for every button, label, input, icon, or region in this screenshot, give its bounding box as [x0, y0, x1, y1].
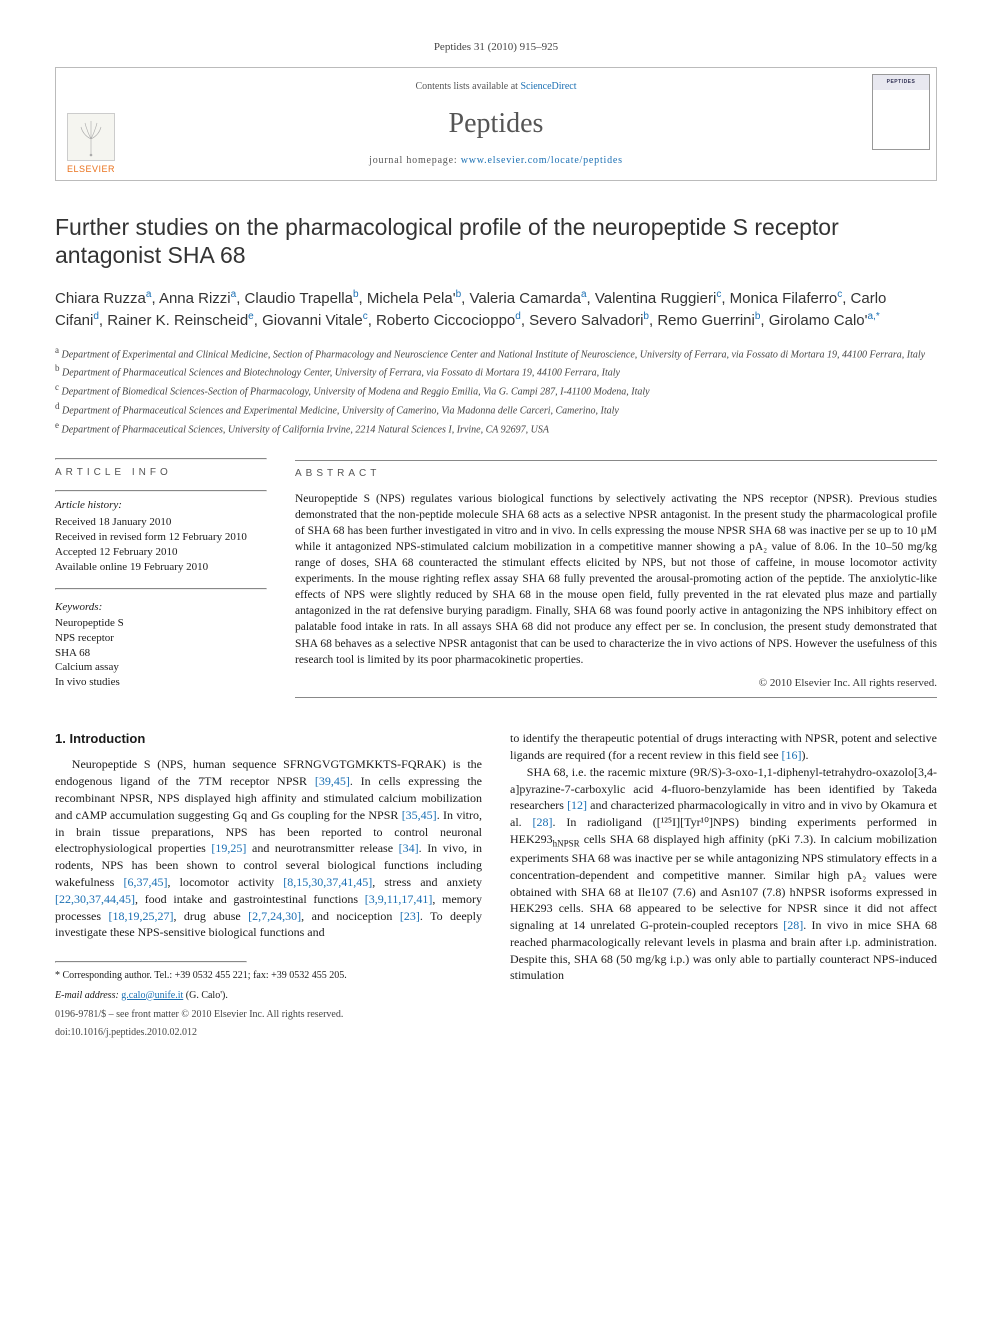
- publisher-logo: ELSEVIER: [56, 68, 126, 179]
- body-text: 1. Introduction Neuropeptide S (NPS, hum…: [55, 730, 937, 1040]
- email-link[interactable]: g.calo@unife.it: [121, 990, 183, 1001]
- article-info-head: ARTICLE INFO: [55, 466, 267, 480]
- history-label: Article history:: [55, 498, 267, 513]
- abstract-head: ABSTRACT: [295, 467, 937, 481]
- homepage-prefix: journal homepage:: [369, 155, 461, 166]
- email-label: E-mail address:: [55, 990, 121, 1001]
- intro-p2: to identify the therapeutic potential of…: [510, 730, 937, 764]
- affiliations-list: a Department of Experimental and Clinica…: [55, 344, 937, 438]
- corresponding-footnote: * Corresponding author. Tel.: +39 0532 4…: [55, 969, 482, 983]
- email-footnote: E-mail address: g.calo@unife.it (G. Calo…: [55, 989, 482, 1003]
- article-title: Further studies on the pharmacological p…: [55, 213, 937, 271]
- intro-p1: Neuropeptide S (NPS, human sequence SFRN…: [55, 756, 482, 941]
- abstract-text: Neuropeptide S (NPS) regulates various b…: [295, 491, 937, 668]
- footer-issn: 0196-9781/$ – see front matter © 2010 El…: [55, 1008, 482, 1022]
- cover-icon: [872, 74, 930, 150]
- publisher-name: ELSEVIER: [67, 163, 115, 176]
- article-info-column: ARTICLE INFO Article history: Received 1…: [55, 454, 267, 704]
- authors-list: Chiara Ruzzaa, Anna Rizzia, Claudio Trap…: [55, 288, 937, 332]
- keywords-label: Keywords:: [55, 600, 267, 615]
- journal-header: ELSEVIER Contents lists available at Sci…: [55, 67, 937, 180]
- article-history: Received 18 January 2010Received in revi…: [55, 515, 267, 574]
- homepage-link[interactable]: www.elsevier.com/locate/peptides: [461, 155, 623, 166]
- intro-p3: SHA 68, i.e. the racemic mixture (9R/S)-…: [510, 764, 937, 985]
- journal-name: Peptides: [136, 104, 856, 143]
- contents-prefix: Contents lists available at: [415, 81, 520, 92]
- sciencedirect-link[interactable]: ScienceDirect: [520, 81, 576, 92]
- journal-cover-thumb: [866, 68, 936, 179]
- homepage-line: journal homepage: www.elsevier.com/locat…: [136, 154, 856, 168]
- footnote-separator: [55, 961, 247, 963]
- intro-heading: 1. Introduction: [55, 730, 482, 748]
- journal-reference: Peptides 31 (2010) 915–925: [55, 40, 937, 55]
- contents-available-line: Contents lists available at ScienceDirec…: [136, 80, 856, 94]
- abstract-column: ABSTRACT Neuropeptide S (NPS) regulates …: [295, 454, 937, 704]
- abstract-copyright: © 2010 Elsevier Inc. All rights reserved…: [295, 676, 937, 691]
- email-name: (G. Calo').: [183, 990, 228, 1001]
- footer-doi: doi:10.1016/j.peptides.2010.02.012: [55, 1026, 482, 1040]
- elsevier-tree-icon: [67, 113, 115, 161]
- keywords-list: Neuropeptide SNPS receptorSHA 68Calcium …: [55, 616, 267, 690]
